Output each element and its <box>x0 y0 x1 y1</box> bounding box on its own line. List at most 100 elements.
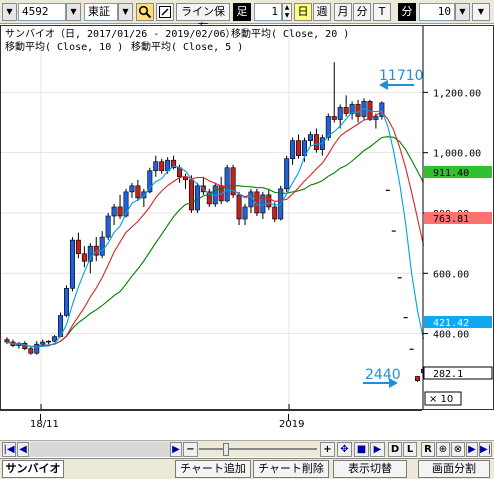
legend-ma10: 移動平均( Close, 10 ) <box>5 40 123 53</box>
candle <box>248 191 254 208</box>
x-axis-area: 18/11 2019 <box>0 410 494 439</box>
stock-code-input[interactable]: 4592 <box>18 3 66 21</box>
prev-icon[interactable]: ◀ <box>17 442 29 457</box>
play-icon[interactable]: ▶ <box>370 442 385 457</box>
target-icon[interactable]: ⊗ <box>451 442 465 457</box>
tag-ma5 <box>424 316 492 328</box>
tab-daily[interactable]: 日 <box>294 3 312 21</box>
candle <box>206 191 212 205</box>
y-tick-label: 600.00 <box>433 269 469 280</box>
candle <box>46 340 52 343</box>
candle <box>230 167 236 196</box>
candle <box>63 288 69 316</box>
separator <box>393 3 401 21</box>
split-screen-button[interactable]: 画面分割 <box>418 460 490 478</box>
candle <box>272 206 278 220</box>
candle <box>325 116 331 138</box>
period-count-input[interactable]: 1 <box>254 3 282 21</box>
square-icon[interactable]: ■ <box>354 442 369 457</box>
scroll-track[interactable] <box>30 442 170 457</box>
candle <box>266 194 272 208</box>
minute-label[interactable]: 分 <box>398 3 416 21</box>
tab-weekly[interactable]: 週 <box>313 3 331 21</box>
candle <box>4 339 10 343</box>
candle <box>28 348 34 354</box>
candle <box>123 191 129 217</box>
candle <box>117 206 123 217</box>
tag-last <box>423 366 493 380</box>
tab-monthly[interactable]: 月 <box>334 3 352 21</box>
cross-icon[interactable]: ✥ <box>337 442 352 457</box>
candle <box>331 116 337 120</box>
market-select[interactable]: 東証 <box>84 3 118 21</box>
l-button[interactable]: L <box>403 442 417 457</box>
candle <box>415 376 421 381</box>
candle <box>81 253 87 262</box>
add-chart-button[interactable]: チャート追加 <box>175 460 251 478</box>
market-dropdown-button[interactable]: ▼ <box>118 3 133 21</box>
candle <box>242 206 248 220</box>
scale-label: × 10 <box>429 394 453 405</box>
chevron-down-icon[interactable]: ▼ <box>2 3 17 21</box>
candle <box>111 206 117 217</box>
tab-sanbio[interactable]: サンバイオ <box>2 460 64 478</box>
code-dropdown-button[interactable]: ▼ <box>66 3 81 21</box>
last-icon[interactable]: ▶| <box>479 442 492 457</box>
candle <box>349 104 355 114</box>
arrow-right-icon <box>363 378 398 388</box>
r-button[interactable]: R <box>421 442 435 457</box>
scale-box[interactable] <box>424 391 462 406</box>
candle <box>296 140 302 156</box>
first-icon[interactable]: |◀ <box>2 442 16 457</box>
tab-tick[interactable]: T <box>373 3 391 21</box>
price-chart[interactable]: サンバイオ（日, 2017/01/26 - 2019/02/06） 移動平均( … <box>1 26 493 409</box>
forward-icon[interactable]: ▶ <box>466 442 478 457</box>
candle <box>52 336 58 342</box>
annotation-high-label: 11710 <box>379 68 424 84</box>
toggle-display-button[interactable]: 表示切替 <box>333 460 407 478</box>
spinner-icon[interactable]: ▲ ▼ <box>282 3 292 21</box>
delete-chart-button[interactable]: チャート削除 <box>253 460 329 478</box>
ma5-line <box>6 107 425 348</box>
candle <box>141 191 147 199</box>
candle <box>153 161 159 172</box>
candle <box>337 107 343 120</box>
y-tick-label: 1,200.00 <box>433 88 481 99</box>
candle <box>301 140 307 156</box>
candle <box>355 104 361 117</box>
zoom-slider-handle[interactable] <box>223 443 229 456</box>
chart-panel[interactable]: サンバイオ（日, 2017/01/26 - 2019/02/06） 移動平均( … <box>0 25 494 410</box>
candle <box>194 185 200 211</box>
tag-ma10-label: 763.81 <box>433 214 469 225</box>
zoom-out-button[interactable]: − <box>183 442 198 457</box>
candle <box>177 167 183 178</box>
y-tick-label: 1,000.00 <box>433 149 481 160</box>
mode-label[interactable]: 足 <box>233 3 251 21</box>
line-save-button[interactable]: ライン保存 <box>176 3 230 34</box>
close-icon[interactable]: ▼ <box>472 3 490 21</box>
tag-last-label: 282.1 <box>433 369 463 380</box>
arrow-left-icon <box>379 80 414 90</box>
zoom-slider[interactable] <box>199 448 317 450</box>
candle <box>99 236 105 256</box>
chart-scrollbar: |◀ ◀ ▶ − + ✥ ■ ▶ D L R ⊕ ⊗ ▶ ▶| <box>0 440 494 457</box>
candle <box>236 194 242 220</box>
candle <box>224 167 230 202</box>
zoom-in-button[interactable]: + <box>320 442 335 457</box>
candle <box>313 134 319 150</box>
zoom-icon[interactable]: ⊕ <box>436 442 450 457</box>
candle <box>284 158 290 190</box>
tab-minute[interactable]: 分 <box>353 3 371 21</box>
candle <box>129 185 135 193</box>
candle <box>343 107 349 114</box>
minute-count-input[interactable]: 10 <box>419 3 455 21</box>
candle <box>147 170 153 193</box>
d-button[interactable]: D <box>388 442 402 457</box>
edit-icon[interactable] <box>156 3 174 21</box>
candle <box>40 341 46 345</box>
annotation-low-label: 2440 <box>365 367 401 383</box>
minute-dropdown-button[interactable]: ▼ <box>455 3 470 21</box>
tag-ma5-label: 421.42 <box>433 318 469 329</box>
search-icon[interactable] <box>136 3 154 21</box>
next-icon[interactable]: ▶ <box>170 442 182 457</box>
